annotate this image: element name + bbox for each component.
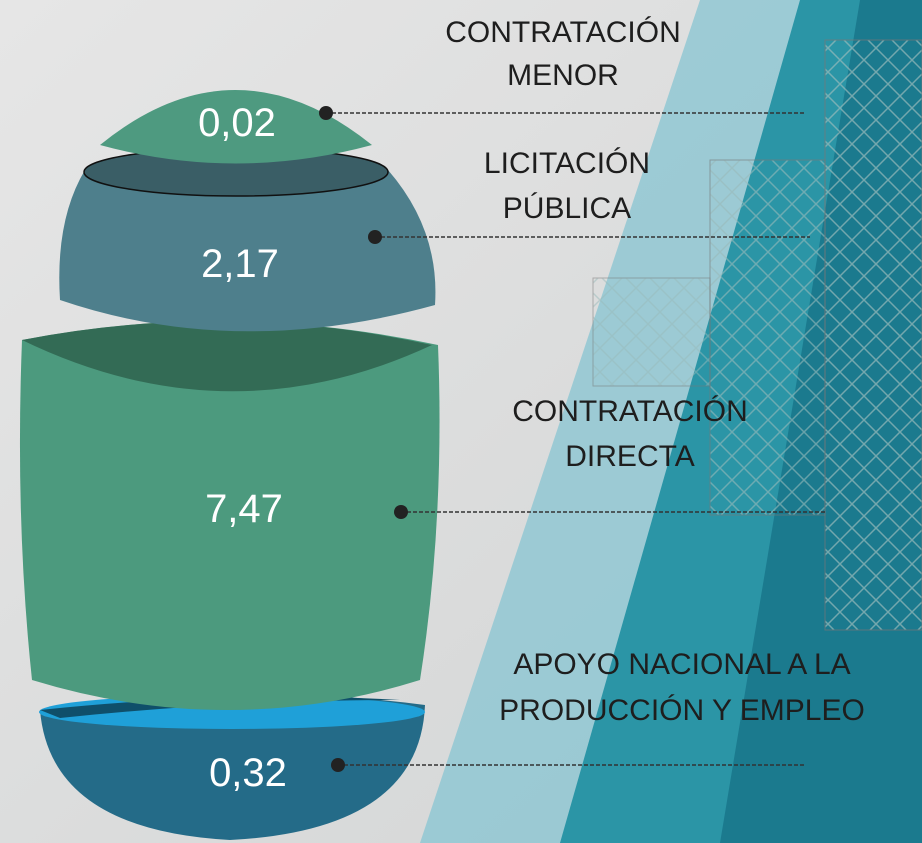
segment-value: 2,17 xyxy=(201,242,279,286)
leader-dot xyxy=(394,505,408,519)
segment-label: MENOR xyxy=(507,59,619,92)
segment-value: 0,32 xyxy=(209,751,287,795)
leader-dot xyxy=(368,230,382,244)
stack xyxy=(19,90,440,840)
segment-label: LICITACIÓN xyxy=(484,147,650,180)
leader-dot xyxy=(319,106,333,120)
segment-label: CONTRATACIÓN xyxy=(445,16,681,49)
segment-value: 7,47 xyxy=(205,487,283,531)
segment-label: DIRECTA xyxy=(565,440,694,473)
segment-label: APOYO NACIONAL A LA xyxy=(513,648,850,681)
decoration xyxy=(420,0,922,843)
segment-label: CONTRATACIÓN xyxy=(512,395,748,428)
segment-label: PRODUCCIÓN Y EMPLEO xyxy=(499,694,865,727)
leader-dot xyxy=(331,758,345,772)
segment-label: PÚBLICA xyxy=(503,192,631,225)
segment-value: 0,02 xyxy=(198,101,276,145)
